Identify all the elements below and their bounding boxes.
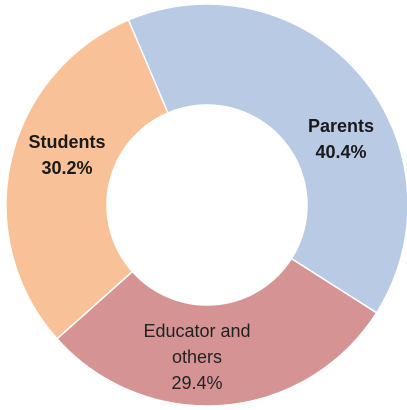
slice-label-parents-value: 40.4% — [315, 142, 367, 162]
slice-label-educators-name-line2: others — [171, 347, 223, 367]
slice-label-parents-name: Parents — [307, 116, 375, 136]
slice-label-parents: Parents 40.4% — [308, 113, 374, 165]
slice-label-students-name: Students — [28, 132, 106, 152]
slice-label-educators-value: 29.4% — [171, 373, 223, 393]
slice-label-students-value: 30.2% — [41, 158, 93, 178]
donut-hole — [107, 105, 307, 305]
slice-label-educators-name-line1: Educator and — [143, 321, 251, 341]
slice-label-educators: Educator and others 29.4% — [143, 318, 250, 396]
slice-label-students: Students 30.2% — [28, 129, 105, 181]
